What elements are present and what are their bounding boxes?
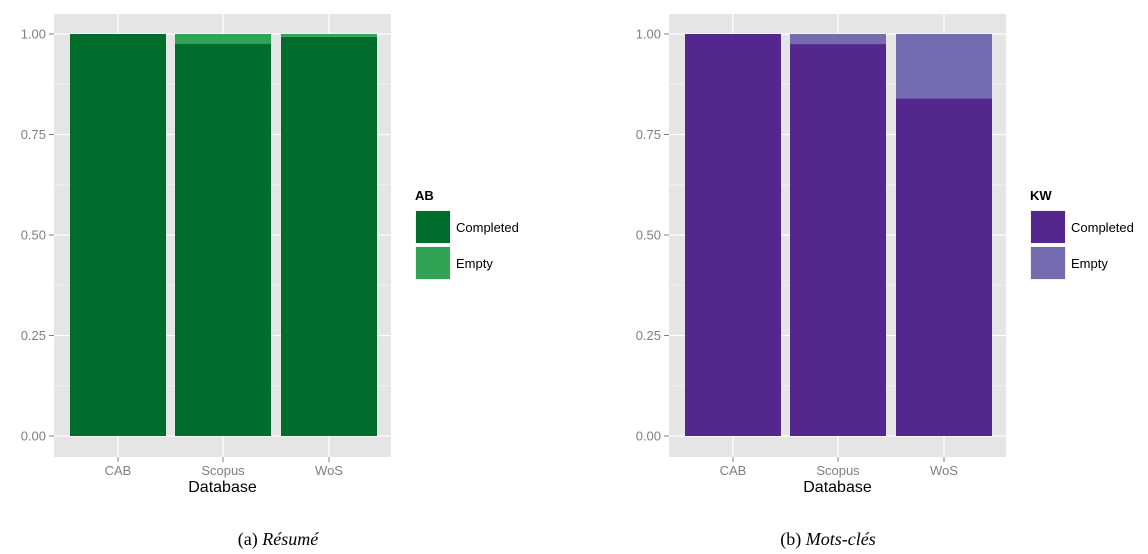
y-tick-label: 0.50 (21, 228, 46, 243)
y-tick-label: 0.75 (636, 127, 661, 142)
chart-1: 0.00 0.25 0.50 0.75 1.00 CAB Scopus WoS Database… (636, 14, 1134, 550)
figure-caption: (b) Mots-clés (780, 529, 875, 550)
x-tick-label: CAB (720, 463, 747, 478)
legend-title: AB (415, 188, 434, 203)
y-tick-label: 1.00 (636, 27, 661, 42)
x-tick-label: CAB (105, 463, 132, 478)
caption-title: Résumé (261, 529, 319, 549)
legend-label-empty: Empty (1071, 256, 1108, 271)
bar-wos-completed (896, 98, 992, 436)
y-tick-label: 0.00 (636, 429, 661, 444)
bar-cab-completed (70, 34, 166, 436)
caption-label: (a) (238, 529, 262, 550)
legend-swatch-empty (1031, 247, 1065, 279)
x-axis-title: Database (188, 479, 257, 496)
chart-0: 0.00 0.25 0.50 0.75 1.00 CAB Scopus WoS Database… (21, 14, 519, 550)
x-tick-label: Scopus (816, 463, 860, 478)
legend-swatch-completed (1031, 211, 1065, 243)
figure-caption: (a) Résumé (238, 529, 319, 550)
legend-swatch-completed (416, 211, 450, 243)
legend-swatch-empty (416, 247, 450, 279)
legend-label-completed: Completed (456, 220, 519, 235)
bar-wos-completed (281, 36, 377, 437)
y-tick-label: 0.75 (21, 127, 46, 142)
legend-title: KW (1030, 188, 1052, 203)
x-tick-label: WoS (315, 463, 343, 478)
bar-scopus-empty (790, 34, 886, 45)
y-tick-label: 0.00 (21, 429, 46, 444)
bar-scopus-completed (790, 44, 886, 437)
x-tick-label: Scopus (201, 463, 245, 478)
bar-cab-completed (685, 34, 781, 436)
y-tick-label: 1.00 (21, 27, 46, 42)
x-axis-title: Database (803, 479, 872, 496)
caption-title: Mots-clés (805, 529, 876, 549)
bar-wos-empty (281, 34, 377, 37)
y-tick-label: 0.25 (636, 328, 661, 343)
legend-label-empty: Empty (456, 256, 493, 271)
bar-scopus-completed (175, 43, 271, 436)
bar-scopus-empty (175, 34, 271, 44)
y-tick-label: 0.50 (636, 228, 661, 243)
caption-label: (b) (780, 529, 806, 550)
bar-wos-empty (896, 34, 992, 99)
y-tick-label: 0.25 (21, 328, 46, 343)
legend-label-completed: Completed (1071, 220, 1134, 235)
x-tick-label: WoS (930, 463, 958, 478)
